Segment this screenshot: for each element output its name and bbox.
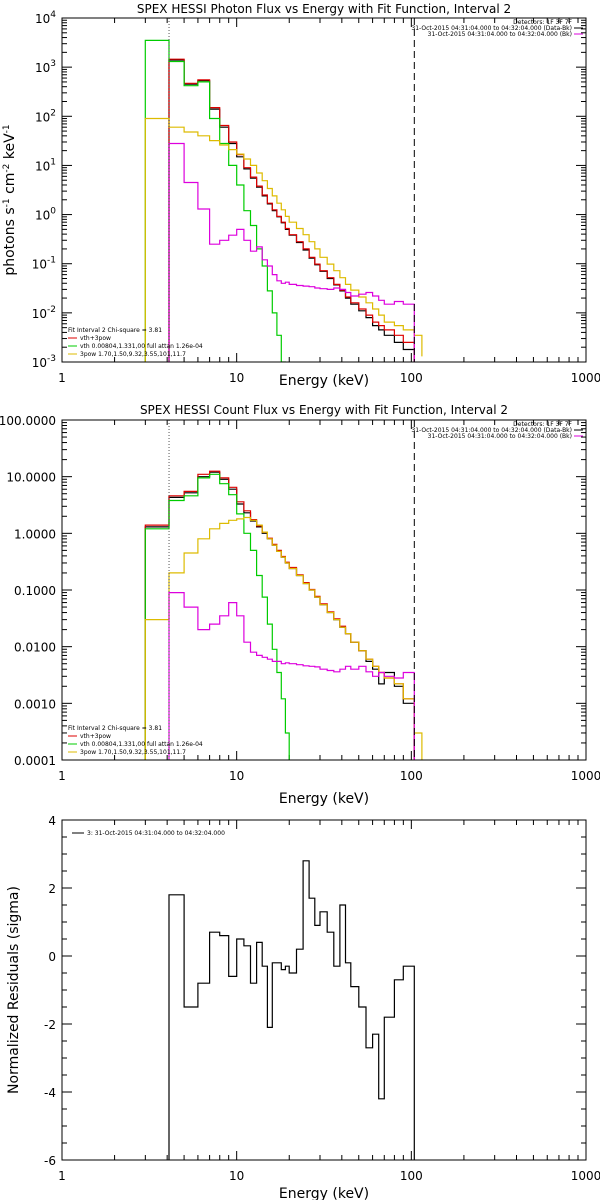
y-tick-label: 104: [35, 10, 56, 26]
series-line-3: [144, 117, 423, 362]
x-tick-label: 10: [229, 1169, 244, 1183]
y-tick-label: 0.1000: [14, 584, 56, 598]
plot-frame: [61, 819, 587, 1161]
y-tick-label: 10-1: [32, 256, 56, 272]
series-line-2: [144, 39, 286, 362]
plot-frame: [61, 17, 587, 363]
legend-entry: vth+3pow: [80, 733, 111, 740]
series-line-3: [144, 516, 423, 760]
y-tick-label: -6: [44, 1154, 56, 1168]
x-tick-label: 100: [400, 769, 423, 783]
y-tick-label: 100: [35, 207, 56, 223]
legend-entry: Detectors: 1F 3F 7F: [513, 421, 572, 428]
y-tick-label: 103: [35, 59, 56, 75]
y-tick-label: -4: [44, 1086, 56, 1100]
series-group: [144, 39, 423, 362]
legend-bottom: Fit Interval 2 Chi-square = 3.81vth+3pow…: [68, 725, 203, 756]
y-tick-label: 10.0000: [6, 471, 56, 485]
y-axis-label: photons s-1 cm-2 keV-1: [2, 124, 18, 275]
x-tick-label: 1000: [571, 371, 600, 385]
chart-panel-2: SPEX HESSI Count Flux vs Energy with Fit…: [0, 403, 600, 807]
legend-entry: 31-Oct-2015 04:31:04.000 to 04:32:04.000…: [428, 433, 572, 440]
series-group: [144, 470, 423, 760]
legend-entry: 3: 31-Oct-2015 04:31:04.000 to 04:32:04.…: [87, 830, 225, 837]
series-line-0: [168, 860, 415, 1160]
x-tick-label: 1: [58, 1169, 66, 1183]
legend-entry: Detectors: 1F 3F 7F: [513, 19, 572, 26]
y-tick-label: 0.0001: [14, 754, 56, 768]
legend-entry: vth 0.00804,1.331,00 full attan 1.26e-04: [80, 741, 203, 748]
x-tick-label: 1: [58, 371, 66, 385]
legend-entry: Fit Interval 2 Chi-square = 3.81: [68, 327, 162, 334]
legend-entry: 31-Oct-2015 04:31:04.000 to 04:32:04.000…: [411, 25, 572, 32]
chart-panel-3: 1 10 100 1000 Energy (keV) -6 -4 -2 0 2 4 Normalize…: [6, 814, 600, 1200]
legend-entry: Fit Interval 2 Chi-square = 3.81: [68, 725, 162, 732]
y-tick-label: 100.0000: [0, 414, 56, 428]
y-tick-label: 0.0010: [14, 697, 56, 711]
legend-entry: 31-Oct-2015 04:31:04.000 to 04:32:04.000…: [428, 31, 572, 38]
y-axis: 0.0001 0.0010 0.0100 0.1000 1.0000 10.0000 100…: [0, 414, 586, 768]
y-tick-label: 10-2: [32, 305, 56, 321]
series-group: [168, 860, 415, 1160]
series-line-1: [144, 470, 415, 760]
series-line-1: [168, 58, 415, 362]
y-axis: -6 -4 -2 0 2 4: [44, 814, 586, 1168]
x-axis-label: Energy (keV): [279, 1186, 369, 1200]
legend-entry: vth+3pow: [80, 335, 111, 342]
y-tick-label: 4: [48, 814, 56, 828]
series-line-0: [144, 471, 415, 760]
x-tick-label: 100: [400, 1169, 423, 1183]
y-tick-label: 2: [48, 882, 56, 896]
y-tick-label: 0: [48, 950, 56, 964]
x-tick-label: 10: [229, 371, 244, 385]
legend-bottom: Fit Interval 2 Chi-square = 3.81vth+3pow…: [68, 327, 203, 358]
x-tick-label: 1000: [571, 769, 600, 783]
x-tick-label: 10: [229, 769, 244, 783]
x-tick-label: 1000: [571, 1169, 600, 1183]
legend-entry: 3pow 1.70,1.50,9.32,3.55,101,11.7: [80, 749, 186, 756]
legend-entry: 31-Oct-2015 04:31:04.000 to 04:32:04.000…: [411, 427, 572, 434]
series-line-2: [144, 473, 290, 760]
y-tick-label: 102: [35, 108, 56, 124]
y-axis-label: Normalized Residuals (sigma): [6, 886, 22, 1094]
y-tick-label: 0.0100: [14, 641, 56, 655]
chart-title: SPEX HESSI Photon Flux vs Energy with Fi…: [137, 2, 511, 16]
x-tick-label: 100: [400, 371, 423, 385]
chart-panel-1: SPEX HESSI Photon Flux vs Energy with Fi…: [2, 2, 600, 389]
x-axis-label: Energy (keV): [279, 791, 369, 807]
x-tick-label: 1: [58, 769, 66, 783]
y-tick-label: 1.0000: [14, 527, 56, 541]
series-line-4: [168, 592, 415, 760]
series-line-0: [168, 59, 415, 362]
x-axis-label: Energy (keV): [279, 373, 369, 389]
series-line-4: [168, 142, 415, 362]
plot-frame: [61, 419, 587, 761]
y-tick-label: 10-3: [32, 354, 56, 370]
y-axis: 10-3 10-2 10-1 100 101 102 103 104: [32, 10, 586, 370]
legend-top: 3: 31-Oct-2015 04:31:04.000 to 04:32:04.…: [72, 830, 225, 837]
x-axis: 1 10 100 1000: [58, 820, 600, 1183]
y-tick-label: -2: [44, 1018, 56, 1032]
y-tick-label: 101: [35, 157, 56, 173]
chart-title: SPEX HESSI Count Flux vs Energy with Fit…: [140, 403, 508, 417]
legend-entry: 3pow 1.70,1.50,9.32,3.55,101,11.7: [80, 351, 186, 358]
legend-entry: vth 0.00804,1.331,00 full attan 1.26e-04: [80, 343, 203, 350]
x-axis: 1 10 100 1000: [58, 18, 600, 385]
